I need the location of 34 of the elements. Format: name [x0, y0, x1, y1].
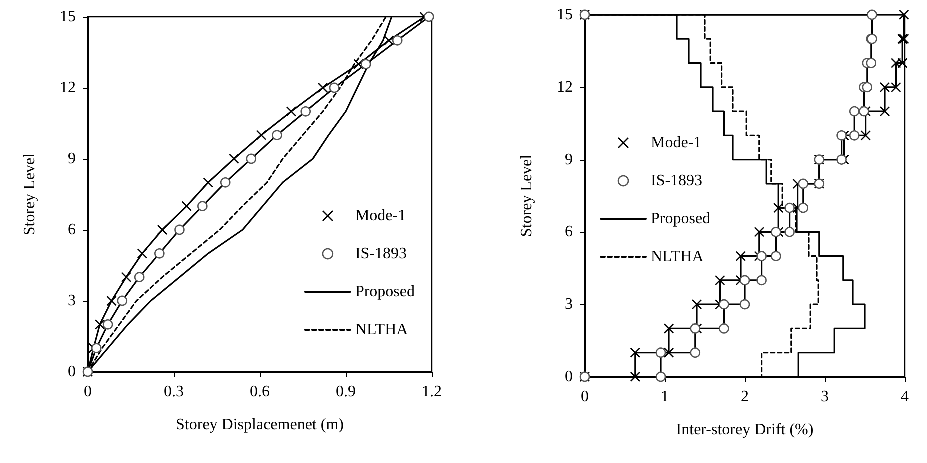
y-tick-label: 0: [565, 368, 573, 386]
y-tick-label: 12: [557, 78, 573, 96]
legend-label: Proposed: [651, 210, 711, 228]
legend-label: NLTHA: [355, 322, 409, 338]
legend-label: Mode-1: [355, 208, 406, 224]
y-tick-label: 9: [68, 150, 76, 168]
legend-label: Proposed: [355, 284, 416, 300]
x-tick-label: 4: [901, 388, 909, 406]
x-tick-label: 0.3: [164, 384, 184, 400]
x-tick-label: 0.9: [336, 384, 356, 400]
y-tick-label: 9: [565, 151, 573, 168]
legend-label: Mode-1: [651, 134, 702, 152]
x-tick-label: 0: [581, 388, 589, 406]
x-tick-label: 1.2: [422, 384, 442, 400]
y-tick-label: 6: [68, 222, 76, 238]
y-tick-label: 6: [565, 224, 573, 241]
x-tick-label: 1: [661, 388, 669, 406]
y-axis-title: Storey Level: [518, 154, 536, 238]
x-tick-label: 0: [84, 384, 92, 400]
y-tick-label: 3: [565, 296, 573, 314]
x-tick-label: 3: [821, 388, 829, 406]
x-axis-title: Storey Displacemenet (m): [176, 416, 344, 434]
legend-label: IS-1893: [651, 172, 703, 190]
y-axis-title: Storey Level: [22, 152, 38, 236]
x-axis-title: Inter-storey Drift (%): [676, 422, 814, 438]
y-tick-label: 15: [60, 8, 76, 26]
y-tick-label: 0: [68, 364, 76, 380]
legend-label: IS-1893: [355, 246, 408, 262]
x-tick-label: 2: [741, 388, 749, 406]
x-tick-label: 0.6: [250, 384, 270, 400]
y-tick-label: 15: [557, 6, 573, 24]
y-tick-label: 3: [68, 292, 76, 310]
y-tick-label: 12: [60, 80, 76, 96]
legend-label: NLTHA: [651, 248, 704, 266]
